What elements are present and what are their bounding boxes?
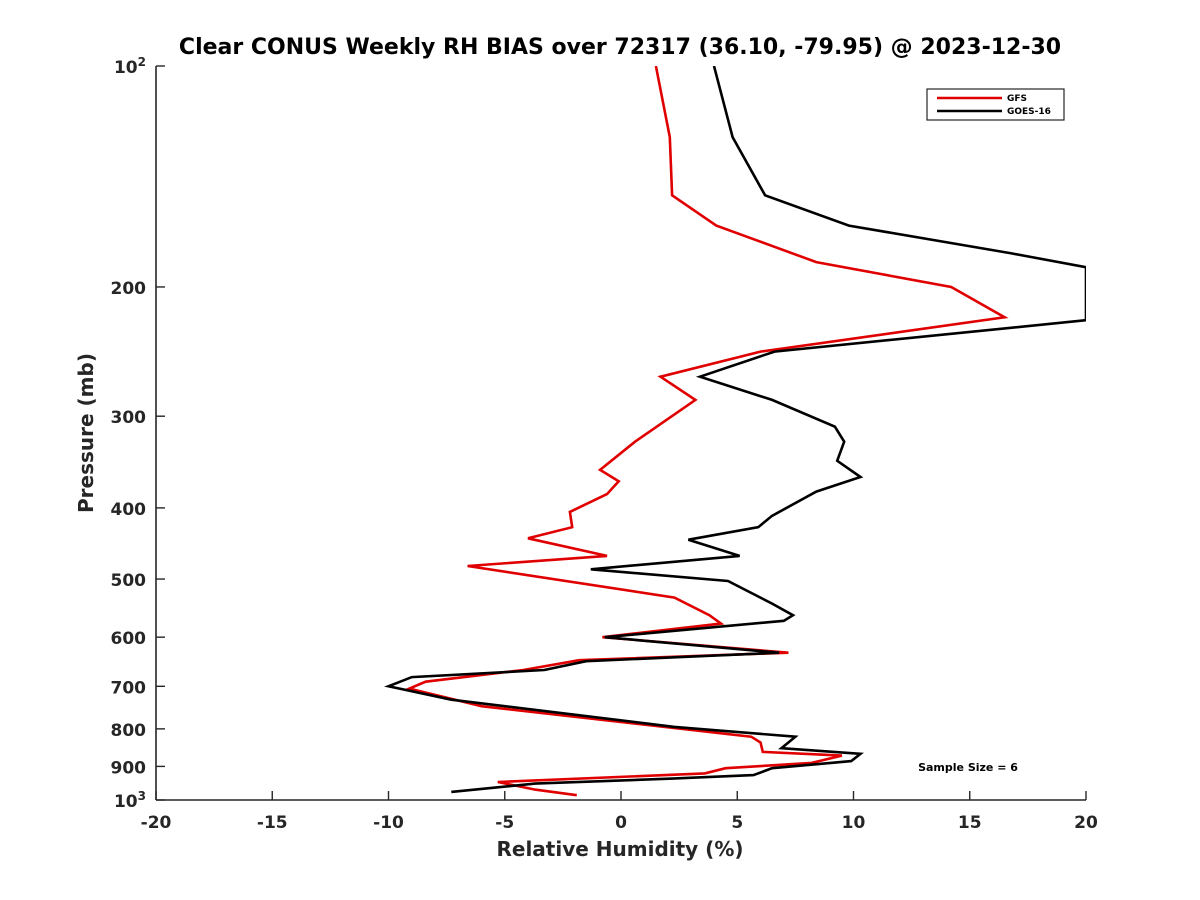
plot-background bbox=[156, 66, 1086, 800]
x-axis-label: Relative Humidity (%) bbox=[496, 837, 743, 861]
y-tick-label: 700 bbox=[111, 678, 147, 698]
x-tick-label: -15 bbox=[257, 813, 288, 833]
legend-box bbox=[926, 88, 1065, 121]
series-layer bbox=[384, 66, 1086, 797]
x-tick-label: -20 bbox=[141, 813, 172, 833]
x-tick-label: 15 bbox=[958, 813, 982, 833]
x-tick-label: 0 bbox=[615, 813, 627, 833]
axes-layer: -20 -15 -10 -5 0 5 10 15 20 102 200 300 400 500 600 700… bbox=[111, 55, 1098, 833]
legend: GFS GOES-16 bbox=[926, 88, 1065, 121]
y-tick-label: 103 bbox=[114, 789, 146, 812]
legend-label: GFS bbox=[1007, 94, 1027, 104]
x-tick-label: -10 bbox=[373, 813, 404, 833]
y-tick-label: 900 bbox=[111, 758, 147, 778]
y-tick-label: 600 bbox=[111, 629, 147, 649]
series-line-gfs bbox=[405, 66, 1009, 797]
x-tick-label: 5 bbox=[731, 813, 743, 833]
x-tick-label: -5 bbox=[495, 813, 514, 833]
series-clip-group bbox=[384, 66, 1086, 797]
chart-title: Clear CONUS Weekly RH BIAS over 72317 (3… bbox=[179, 35, 1061, 60]
legend-label: GOES-16 bbox=[1007, 107, 1051, 117]
y-tick-label: 800 bbox=[111, 721, 147, 741]
sample-size-annotation: Sample Size = 6 bbox=[918, 761, 1018, 774]
x-tick-label: 10 bbox=[842, 813, 866, 833]
x-tick-label: 20 bbox=[1074, 813, 1098, 833]
y-axis-label: Pressure (mb) bbox=[74, 353, 98, 513]
y-tick-label: 300 bbox=[111, 408, 147, 428]
y-tick-label: 200 bbox=[111, 279, 147, 299]
y-tick-label: 102 bbox=[114, 55, 146, 78]
y-tick-label: 500 bbox=[111, 571, 147, 591]
y-tick-label: 400 bbox=[111, 500, 147, 520]
plot-area bbox=[156, 66, 1086, 800]
series-line-goes-16 bbox=[384, 66, 1086, 794]
